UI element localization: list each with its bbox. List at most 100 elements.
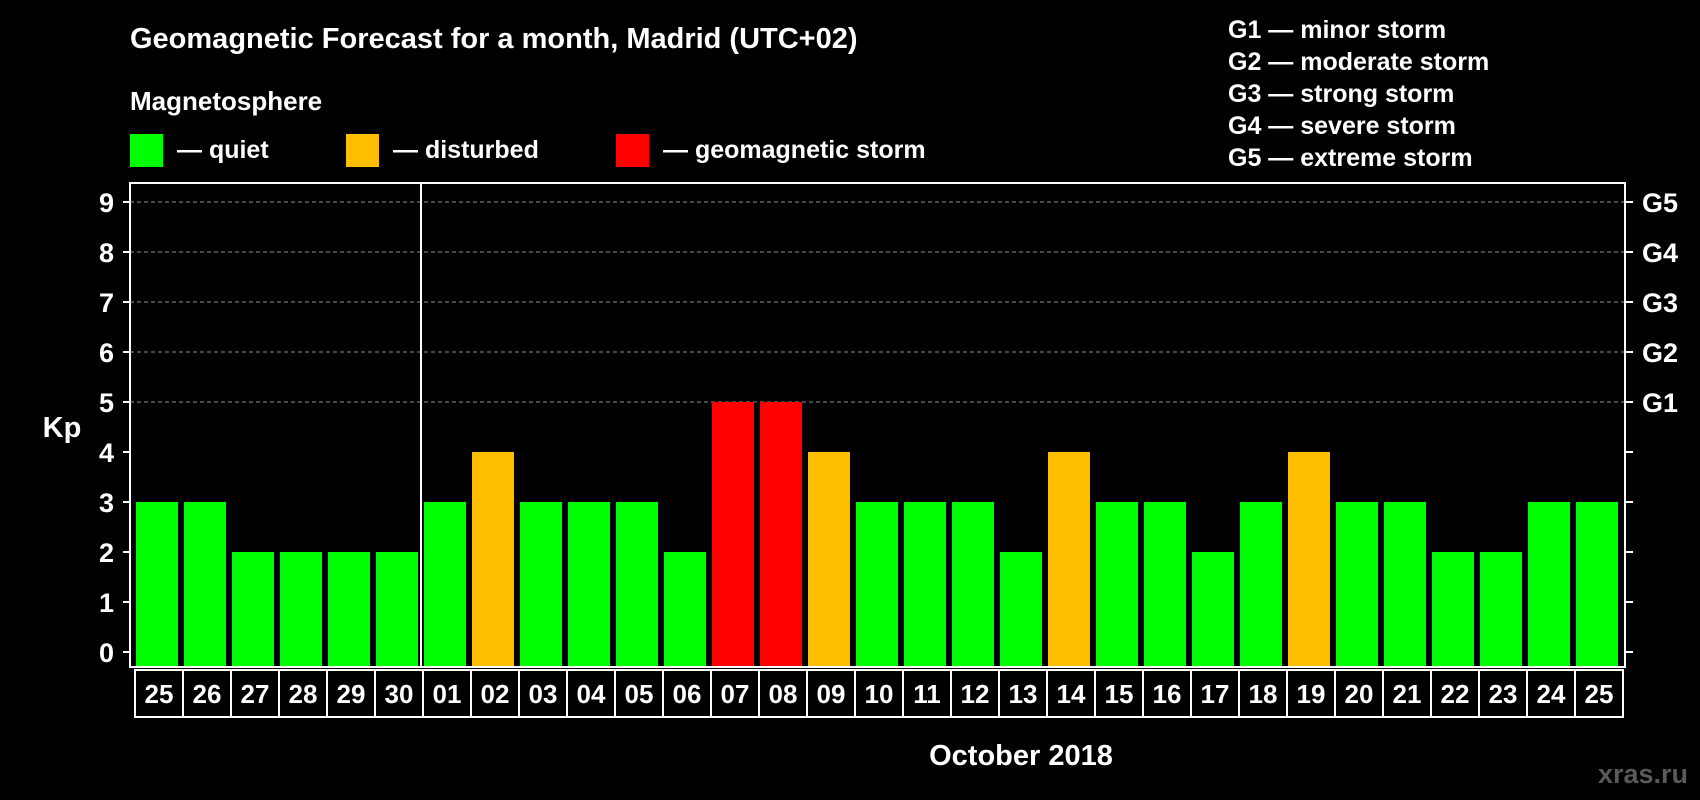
x-tick-label-04: 04 — [577, 679, 606, 709]
x-axis-label: October 2018 — [929, 740, 1113, 772]
bar-16 — [1144, 502, 1186, 666]
x-tick-label-01: 01 — [433, 679, 462, 709]
watermark: xras.ru — [1598, 759, 1688, 789]
right-axis-label-G4: G4 — [1642, 238, 1678, 268]
bar-20 — [1336, 502, 1378, 666]
y-tick-label-4: 4 — [99, 438, 114, 468]
bar-27 — [232, 552, 274, 666]
bar-13 — [1000, 552, 1042, 666]
x-tick-label-24: 24 — [1537, 679, 1566, 709]
bar-23 — [1480, 552, 1522, 666]
x-tick-label-29: 29 — [337, 679, 366, 709]
plot-border — [129, 182, 1626, 668]
bar-19 — [1288, 452, 1330, 666]
storm-scale-g4: G4 — severe storm — [1228, 112, 1456, 140]
legend-storm: — geomagnetic storm — [616, 134, 926, 167]
x-tick-label-07: 07 — [721, 679, 750, 709]
x-tick-label-18: 18 — [1249, 679, 1278, 709]
x-tick-label-14: 14 — [1057, 679, 1086, 709]
x-tick-label-28: 28 — [289, 679, 318, 709]
y-tick-label-1: 1 — [99, 588, 114, 618]
legend-quiet: — quiet — [130, 134, 269, 167]
bar-03 — [520, 502, 562, 666]
y-tick-label-0: 0 — [99, 638, 114, 668]
bar-25 — [136, 502, 178, 666]
legend-label-disturbed: — disturbed — [393, 136, 539, 164]
y-axis-ticks: 0 1 2 3 4 5 6 7 8 9 — [99, 188, 130, 668]
legend-swatch-storm — [616, 134, 649, 167]
bar-21 — [1384, 502, 1426, 666]
x-tick-label-25: 25 — [1585, 679, 1614, 709]
right-axis-label-G5: G5 — [1642, 188, 1678, 218]
legend-swatch-quiet — [130, 134, 163, 167]
storm-scale-legend: G1 — minor storm G2 — moderate storm G3 … — [1228, 16, 1489, 172]
x-tick-label-12: 12 — [961, 679, 990, 709]
storm-scale-g3: G3 — strong storm — [1228, 80, 1454, 108]
x-tick-label-10: 10 — [865, 679, 894, 709]
x-tick-label-22: 22 — [1441, 679, 1470, 709]
storm-scale-g2: G2 — moderate storm — [1228, 48, 1489, 76]
x-tick-label-21: 21 — [1393, 679, 1422, 709]
x-tick-label-15: 15 — [1105, 679, 1134, 709]
x-tick-label-16: 16 — [1153, 679, 1182, 709]
right-axis-ticks: G1 G2 G3 G4 G5 — [1625, 188, 1678, 653]
bar-22 — [1432, 552, 1474, 666]
bar-08 — [760, 402, 802, 666]
y-tick-label-5: 5 — [99, 388, 114, 418]
bars — [136, 402, 1618, 666]
bar-01 — [424, 502, 466, 666]
y-tick-label-8: 8 — [99, 238, 114, 268]
x-axis-day-cells: 25 26 27 28 29 30 01 02 03 04 05 06 07 08 09 10 11 12 13 14… — [134, 669, 1624, 718]
x-tick-label-23: 23 — [1489, 679, 1518, 709]
legend-disturbed: — disturbed — [346, 134, 539, 167]
legend-label-quiet: — quiet — [177, 136, 269, 164]
day-cell — [1574, 669, 1624, 718]
bar-29 — [328, 552, 370, 666]
right-axis-label-G3: G3 — [1642, 288, 1678, 318]
y-tick-label-7: 7 — [99, 288, 114, 318]
x-tick-label-02: 02 — [481, 679, 510, 709]
x-tick-label-27: 27 — [241, 679, 270, 709]
bar-10 — [856, 502, 898, 666]
bar-15 — [1096, 502, 1138, 666]
bar-11 — [904, 502, 946, 666]
right-axis-label-G2: G2 — [1642, 338, 1678, 368]
x-tick-label-09: 09 — [817, 679, 846, 709]
y-tick-label-3: 3 — [99, 488, 114, 518]
bar-09 — [808, 452, 850, 666]
bar-28 — [280, 552, 322, 666]
chart-title: Geomagnetic Forecast for a month, Madrid… — [130, 23, 858, 55]
bar-18 — [1240, 502, 1282, 666]
bar-17 — [1192, 552, 1234, 666]
bar-05 — [616, 502, 658, 666]
y-tick-label-2: 2 — [99, 538, 114, 568]
x-tick-label-30: 30 — [385, 679, 414, 709]
x-tick-label-17: 17 — [1201, 679, 1230, 709]
bar-06 — [664, 552, 706, 666]
x-tick-label-08: 08 — [769, 679, 798, 709]
legend-label-storm: — geomagnetic storm — [663, 136, 926, 164]
x-tick-label-19: 19 — [1297, 679, 1326, 709]
x-tick-label-20: 20 — [1345, 679, 1374, 709]
storm-scale-g1: G1 — minor storm — [1228, 16, 1446, 44]
x-tick-label-13: 13 — [1009, 679, 1038, 709]
y-tick-label-9: 9 — [99, 188, 114, 218]
x-tick-label-11: 11 — [913, 679, 941, 709]
bar-24 — [1528, 502, 1570, 666]
x-tick-label-05: 05 — [625, 679, 654, 709]
storm-scale-g5: G5 — extreme storm — [1228, 144, 1473, 172]
y-axis-label: Kp — [43, 412, 82, 444]
right-axis-label-G1: G1 — [1642, 388, 1678, 418]
x-tick-label-25: 25 — [145, 679, 174, 709]
bar-12 — [952, 502, 994, 666]
x-tick-label-26: 26 — [193, 679, 222, 709]
x-tick-label-06: 06 — [673, 679, 702, 709]
bar-26 — [184, 502, 226, 666]
y-tick-label-6: 6 — [99, 338, 114, 368]
bar-25 — [1576, 502, 1618, 666]
x-tick-label-03: 03 — [529, 679, 558, 709]
legend-heading: Magnetosphere — [130, 86, 322, 116]
bar-07 — [712, 402, 754, 666]
bar-04 — [568, 502, 610, 666]
